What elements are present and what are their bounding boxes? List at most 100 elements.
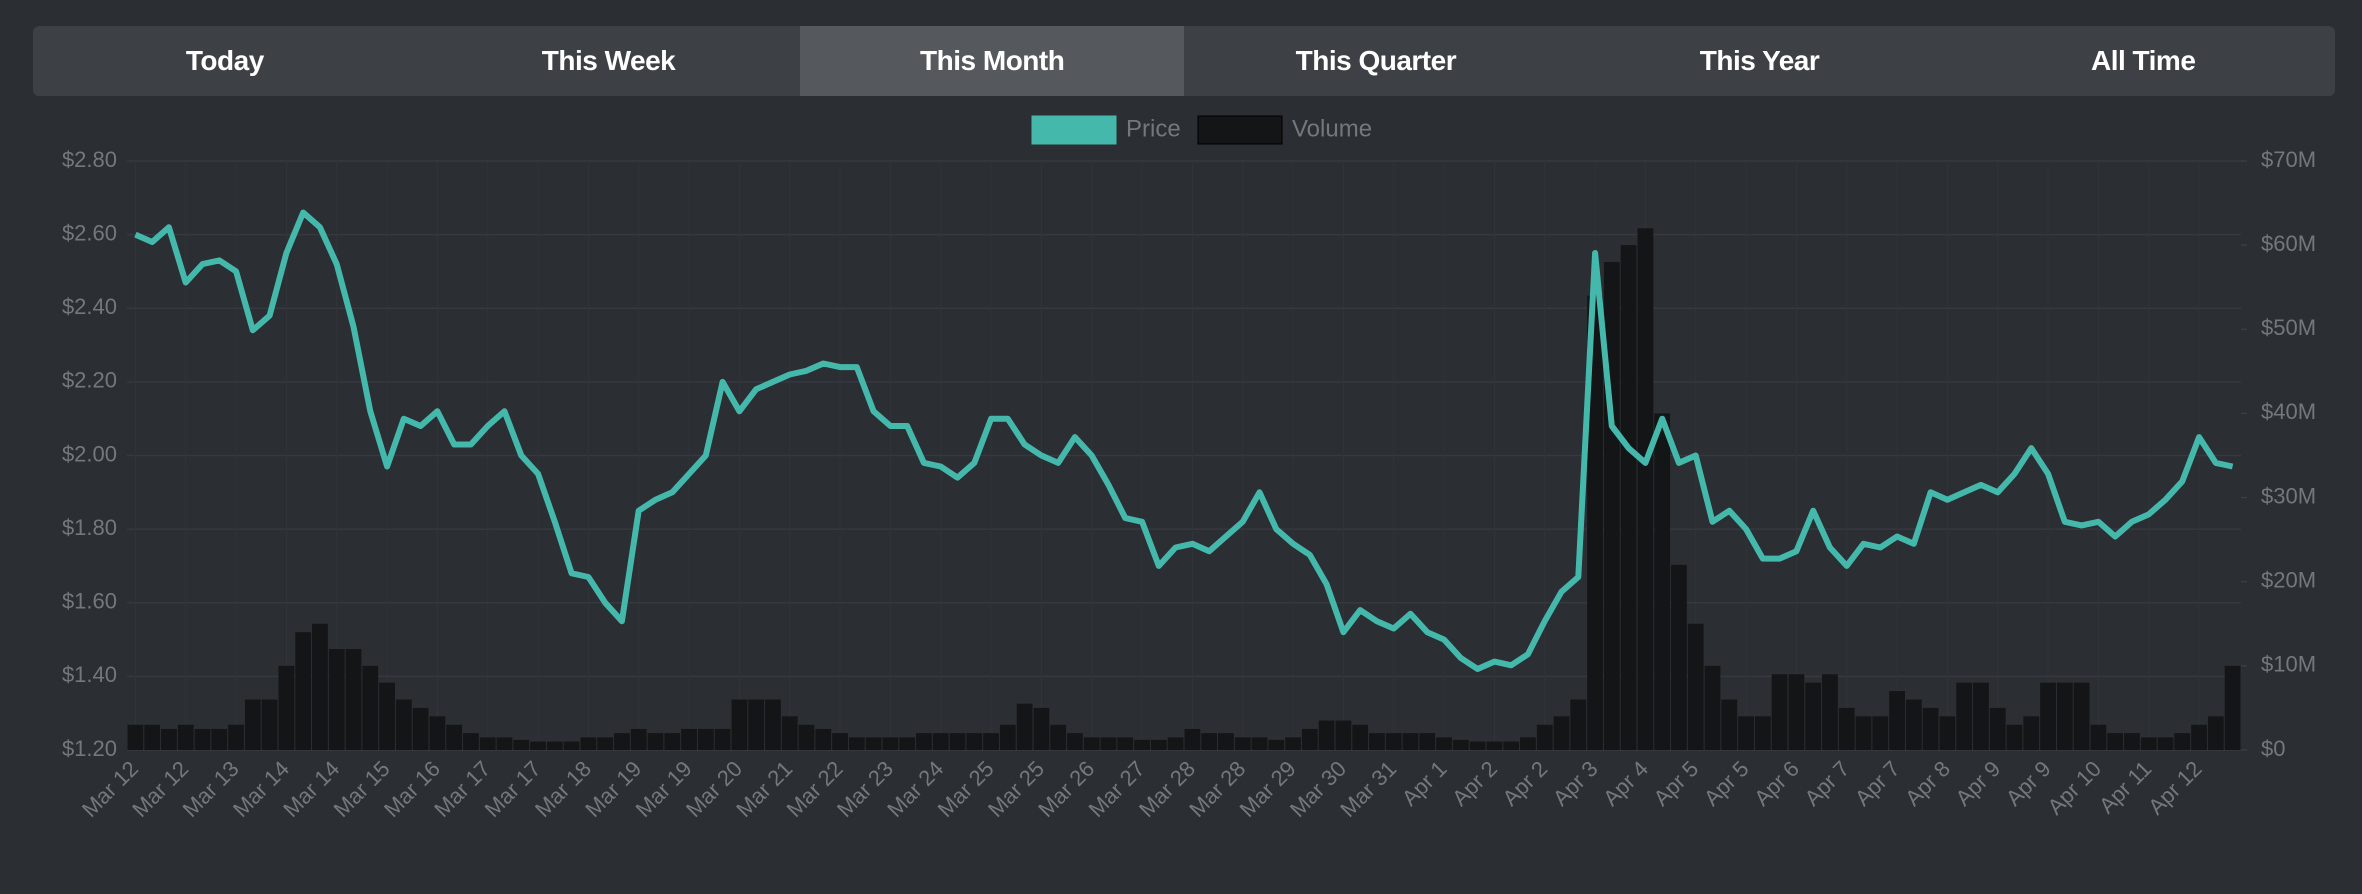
volume-bar: [395, 699, 412, 750]
x-tick-label: Mar 18: [530, 756, 596, 822]
legend-swatch[interactable]: [1197, 115, 1283, 145]
x-tick-label: Mar 14: [278, 756, 344, 822]
volume-bar: [681, 728, 697, 750]
volume-bar: [748, 699, 765, 750]
y2-tick-label: $0: [2261, 736, 2285, 761]
volume-bar: [664, 733, 681, 750]
volume-bar: [1369, 733, 1385, 750]
volume-bar: [312, 623, 328, 750]
volume-bar: [2006, 724, 2023, 750]
volume-bar: [1536, 724, 1553, 750]
volume-bar: [244, 699, 261, 750]
x-tick-label: Mar 30: [1285, 756, 1351, 822]
volume-bar: [1989, 707, 2006, 750]
y-tick-label: $2.40: [62, 294, 117, 319]
tab[interactable]: This Month: [800, 26, 1185, 96]
volume-bar: [1251, 737, 1268, 750]
x-tick-label: Mar 26: [1033, 756, 1099, 822]
volume-bar: [1234, 737, 1251, 750]
y2-tick-label: $60M: [2261, 231, 2316, 256]
tab[interactable]: This Quarter: [1295, 45, 1457, 76]
x-tick-label: Mar 25: [933, 756, 999, 822]
volume-bar: [1822, 674, 1838, 750]
tab[interactable]: This Year: [1699, 45, 1820, 76]
legend-label[interactable]: Volume: [1292, 115, 1372, 142]
volume-bar: [1956, 682, 1973, 750]
volume-bar: [630, 728, 647, 750]
tab[interactable]: All Time: [2090, 45, 2196, 76]
volume-bar: [1335, 720, 1352, 750]
volume-bar: [1352, 724, 1369, 750]
volume-bar: [261, 699, 278, 750]
volume-bar: [815, 728, 832, 750]
x-tick-label: Mar 25: [983, 756, 1049, 822]
x-tick-label: Mar 24: [882, 756, 948, 822]
volume-bar: [949, 733, 966, 750]
volume-bar: [1469, 741, 1486, 750]
tab[interactable]: Today: [185, 45, 264, 76]
volume-bar: [1687, 623, 1704, 750]
volume-bar: [2073, 682, 2090, 750]
volume-bar: [1603, 261, 1620, 750]
volume-bar: [496, 737, 513, 750]
volume-bar: [1939, 716, 1956, 750]
volume-bar: [2056, 682, 2073, 750]
volume-bar: [2191, 724, 2207, 750]
x-tick-label: Apr 5: [1649, 756, 1704, 811]
volume-bar: [479, 737, 496, 750]
volume-bar: [463, 733, 479, 750]
volume-bar: [765, 699, 781, 750]
volume-bar: [580, 737, 597, 750]
volume-bar: [1201, 733, 1218, 750]
legend-swatch[interactable]: [1031, 115, 1117, 145]
legend-label[interactable]: Price: [1126, 115, 1181, 142]
x-tick-label: Apr 2: [1498, 756, 1553, 811]
volume-bar: [848, 737, 865, 750]
volume-bar: [127, 724, 144, 750]
x-tick-label: Apr 6: [1749, 756, 1804, 811]
volume-bar: [177, 724, 194, 750]
volume-bar: [932, 733, 949, 750]
y2-tick-label: $40M: [2261, 399, 2316, 424]
tab[interactable]: This Week: [541, 45, 676, 76]
volume-bar: [1671, 564, 1687, 750]
volume-bar: [1503, 741, 1520, 750]
volume-bar: [1922, 707, 1939, 750]
volume-bar: [2224, 665, 2241, 750]
volume-bar: [2207, 716, 2224, 750]
x-tick-label: Mar 17: [429, 756, 495, 822]
volume-bar: [1402, 733, 1419, 750]
x-tick-label: Apr 4: [1598, 756, 1653, 811]
y-tick-label: $2.80: [62, 147, 117, 172]
volume-bar: [1436, 737, 1452, 750]
volume-bar: [1486, 741, 1503, 750]
y-tick-label: $1.20: [62, 736, 117, 761]
volume-bar: [714, 728, 731, 750]
volume-bar: [1973, 682, 1989, 750]
volume-bar: [2157, 737, 2174, 750]
y-tick-label: $2.60: [62, 220, 117, 245]
volume-bar: [362, 665, 379, 750]
volume-bar: [2124, 733, 2140, 750]
volume-bar: [228, 724, 244, 750]
x-tick-label: Mar 29: [1235, 756, 1301, 822]
x-tick-label: Mar 14: [228, 756, 294, 822]
volume-bar: [546, 741, 563, 750]
volume-bar: [781, 716, 798, 750]
volume-bar: [1285, 737, 1301, 750]
volume-bar: [1553, 716, 1570, 750]
y-tick-label: $1.60: [62, 589, 117, 614]
volume-bar: [345, 649, 362, 750]
x-tick-label: Mar 20: [681, 756, 747, 822]
volume-bar: [1620, 245, 1637, 750]
y2-tick-label: $20M: [2261, 568, 2316, 593]
volume-bar: [161, 728, 177, 750]
volume-bar: [2090, 724, 2107, 750]
volume-bar: [1520, 737, 1536, 750]
volume-bar: [1067, 733, 1083, 750]
volume-bar: [1704, 665, 1721, 750]
volume-bar: [647, 733, 664, 750]
price-line: [134, 209, 2234, 672]
volume-bar: [614, 733, 630, 750]
